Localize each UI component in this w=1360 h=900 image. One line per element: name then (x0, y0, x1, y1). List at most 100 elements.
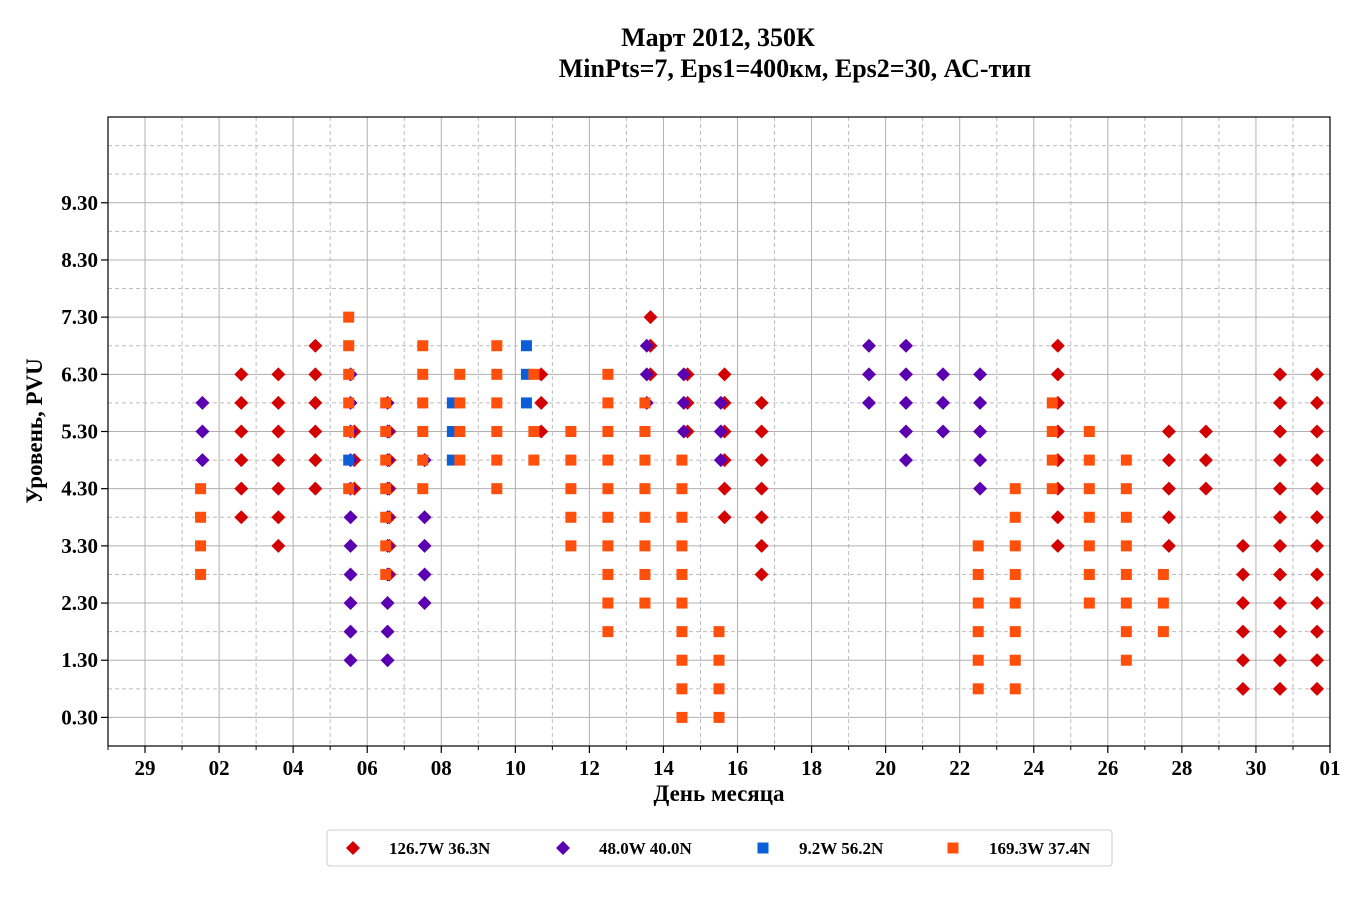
data-point (1235, 681, 1250, 696)
x-axis-label: День месяца (653, 781, 785, 806)
data-point (639, 426, 651, 437)
data-point (1009, 597, 1021, 609)
data-point (417, 340, 429, 352)
data-point (1235, 624, 1250, 639)
data-point (1310, 596, 1325, 611)
data-point (1009, 626, 1021, 638)
data-point (973, 367, 988, 382)
data-point (1310, 681, 1325, 696)
data-point (1120, 483, 1132, 495)
data-point (1120, 654, 1132, 666)
data-point (676, 540, 688, 552)
data-point (417, 538, 432, 553)
data-point (1009, 683, 1021, 695)
data-point (639, 454, 651, 466)
x-tick-label: 14 (653, 756, 675, 780)
data-point (1273, 681, 1288, 696)
data-point (717, 367, 732, 382)
data-point (234, 453, 249, 468)
data-point (861, 367, 876, 382)
data-point (602, 454, 614, 466)
legend-label: 9.2W 56.2N (799, 839, 884, 858)
data-point (1161, 510, 1176, 525)
data-point (676, 568, 688, 580)
data-point (1273, 367, 1288, 382)
y-tick-label: 2.30 (61, 591, 98, 615)
x-tick-label: 16 (727, 756, 748, 780)
data-point (1273, 653, 1288, 668)
data-point (308, 395, 323, 410)
data-point (1273, 624, 1288, 639)
data-point (1310, 367, 1325, 382)
data-point (343, 510, 358, 525)
data-point (417, 483, 429, 495)
data-point (1198, 424, 1213, 439)
legend-marker (556, 841, 570, 855)
data-point (1161, 424, 1176, 439)
x-tick-label: 24 (1023, 756, 1045, 780)
data-point (713, 654, 725, 666)
data-point (936, 424, 951, 439)
data-point (936, 367, 951, 382)
data-point (1161, 453, 1176, 468)
y-tick-label: 1.30 (61, 648, 98, 672)
data-point (1273, 395, 1288, 410)
data-point (1157, 568, 1169, 580)
data-point (380, 596, 395, 611)
data-point (1050, 510, 1065, 525)
data-point (491, 426, 503, 437)
data-point (973, 481, 988, 496)
x-tick-label: 02 (209, 756, 230, 780)
x-tick-label: 29 (135, 756, 156, 780)
data-point (417, 510, 432, 525)
data-point (1273, 510, 1288, 525)
data-point (713, 711, 725, 723)
data-point (1120, 597, 1132, 609)
data-point (936, 395, 951, 410)
data-point (602, 511, 614, 523)
data-point (1310, 424, 1325, 439)
data-point (1273, 481, 1288, 496)
data-point (1273, 538, 1288, 553)
x-tick-label: 10 (505, 756, 526, 780)
data-point (1083, 568, 1095, 580)
data-point (602, 397, 614, 409)
data-point (308, 481, 323, 496)
data-point (713, 453, 728, 468)
data-point (343, 538, 358, 553)
data-point (520, 368, 532, 380)
data-point (639, 540, 651, 552)
series-2 (195, 338, 988, 668)
data-point (343, 596, 358, 611)
data-point (1046, 426, 1058, 437)
data-point (639, 367, 654, 382)
y-tick-label: 4.30 (61, 477, 98, 501)
data-point (1198, 453, 1213, 468)
data-point (1310, 538, 1325, 553)
data-point (380, 454, 392, 466)
series-4 (195, 311, 1169, 723)
data-point (1273, 424, 1288, 439)
data-point (713, 395, 728, 410)
data-point (271, 538, 286, 553)
data-point (717, 481, 732, 496)
data-point (676, 711, 688, 723)
data-point (754, 395, 769, 410)
data-point (1157, 626, 1169, 638)
data-point (1009, 511, 1021, 523)
y-tick-label: 3.30 (61, 534, 98, 558)
data-point (343, 567, 358, 582)
legend-marker (346, 841, 360, 855)
data-point (1120, 511, 1132, 523)
data-point (972, 568, 984, 580)
x-tick-label: 08 (431, 756, 452, 780)
data-point (754, 510, 769, 525)
y-tick-label: 6.30 (61, 362, 98, 386)
data-point (343, 426, 355, 437)
y-tick-label: 7.30 (61, 305, 98, 329)
data-point (234, 367, 249, 382)
data-point (676, 626, 688, 638)
data-point (1120, 626, 1132, 638)
data-point (676, 395, 691, 410)
data-point (754, 481, 769, 496)
